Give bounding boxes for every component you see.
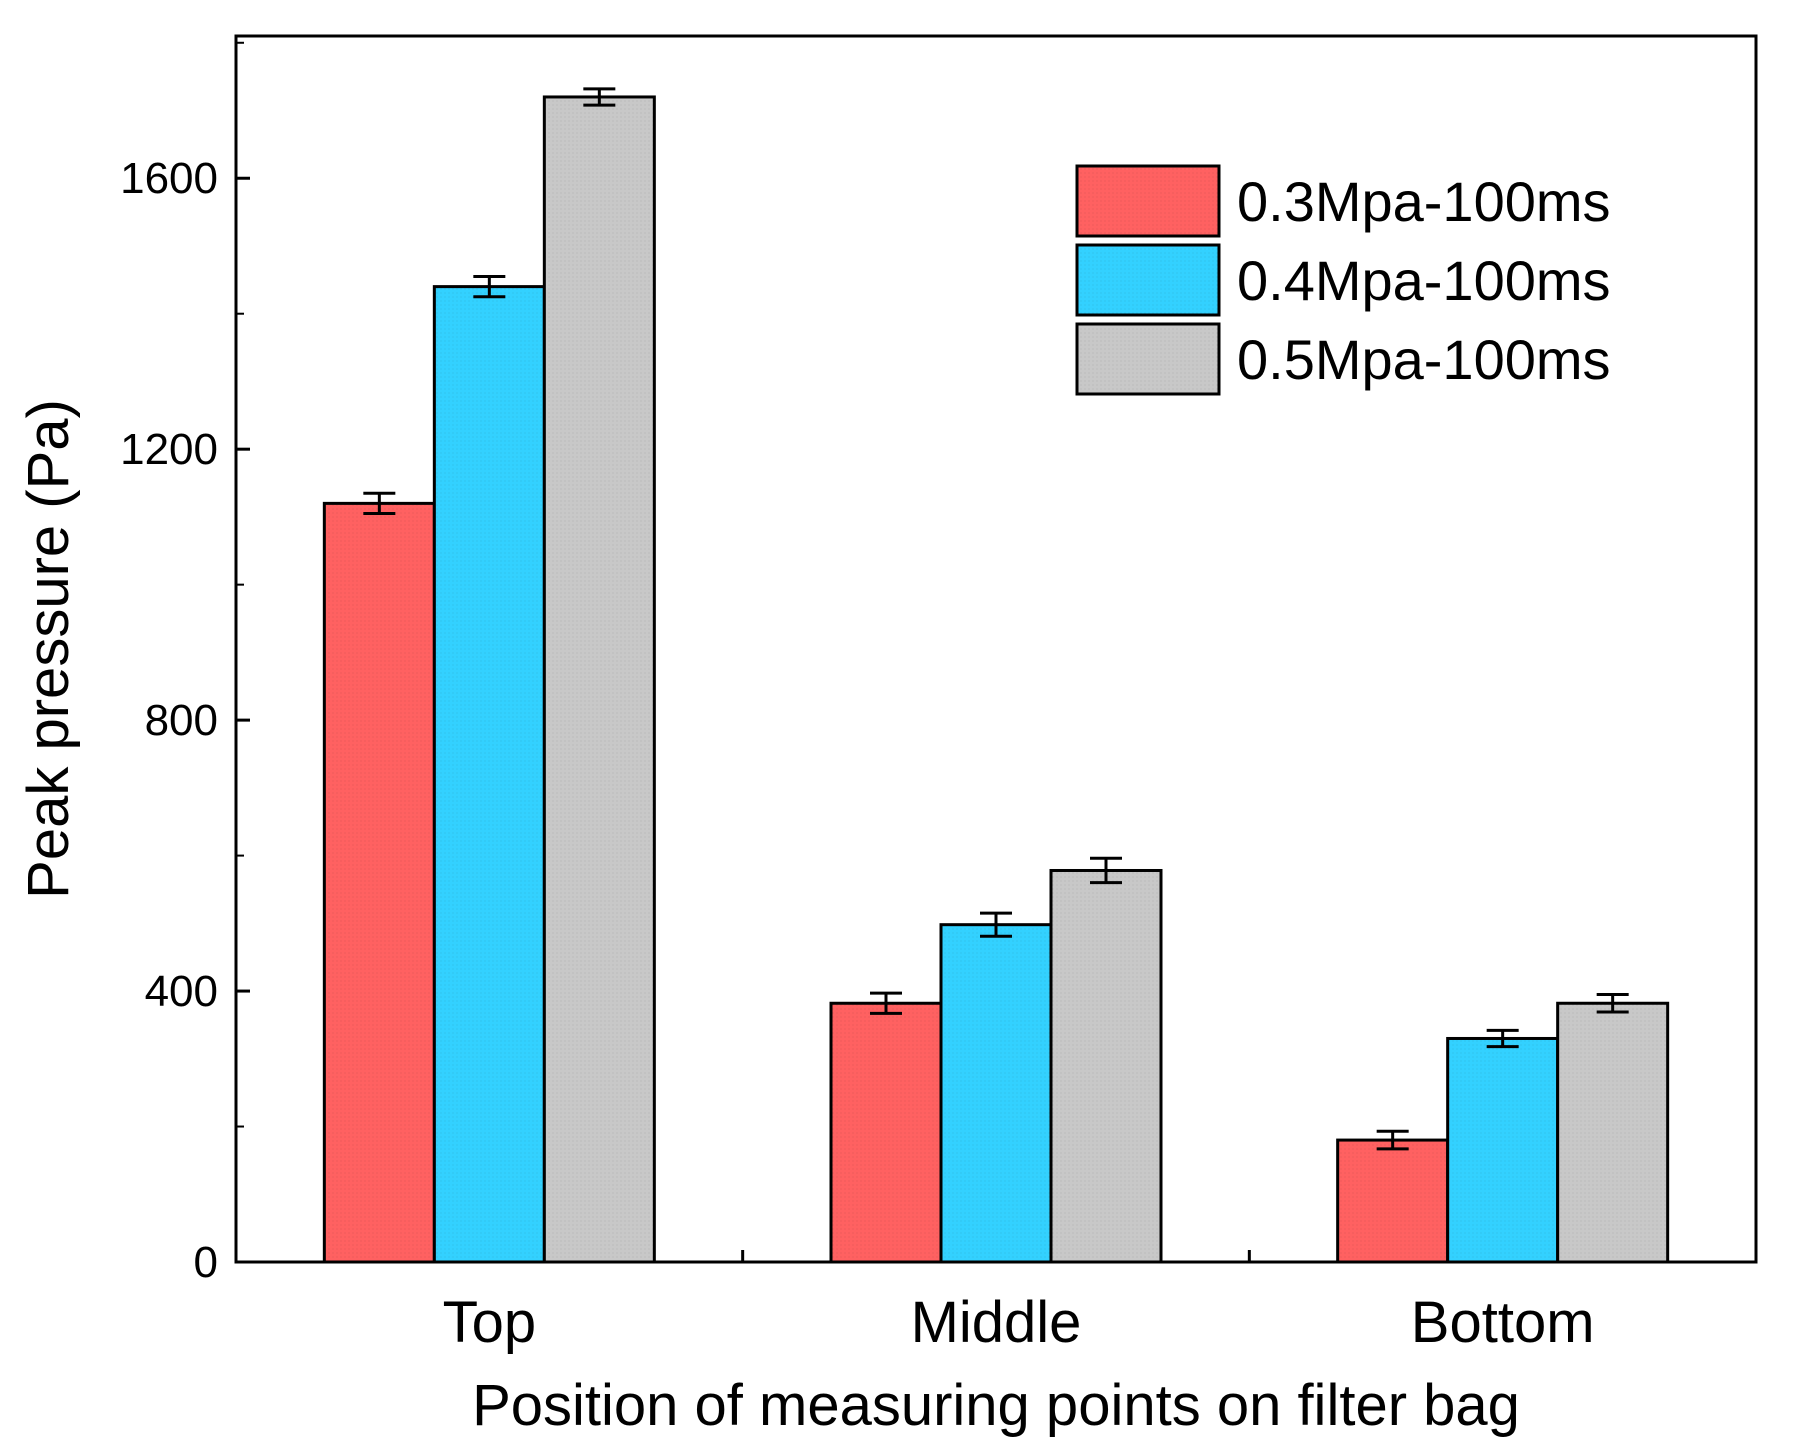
- error-bar: [1596, 992, 1629, 1014]
- error-bar: [1090, 856, 1122, 885]
- legend: 0.3Mpa-100ms 0.4Mpa-100ms 0.5Mpa-100ms: [1075, 164, 1611, 396]
- bars: [322, 95, 1670, 1264]
- bar-texture: [544, 96, 655, 1263]
- bar-texture: [1337, 1140, 1448, 1262]
- x-axis: Top Middle Bottom: [443, 1240, 1595, 1355]
- legend-label-0-3mpa: 0.3Mpa-100ms: [1237, 170, 1611, 233]
- x-axis-title: Position of measuring points on filter b…: [472, 1373, 1520, 1438]
- error-bar: [363, 491, 396, 516]
- error-bar: [980, 911, 1012, 938]
- bar-texture: [1447, 1038, 1558, 1262]
- y-tick-label: 1600: [120, 154, 218, 203]
- error-bar: [1376, 1129, 1409, 1151]
- y-tick-label: 800: [145, 696, 218, 745]
- y-tick-label: 1200: [120, 425, 218, 474]
- x-category-label: Top: [443, 1290, 537, 1355]
- bar-texture: [831, 1003, 941, 1262]
- bar-texture: [324, 503, 435, 1262]
- error-bar: [870, 991, 902, 1015]
- bar-texture: [941, 924, 1051, 1262]
- bar-texture: [1051, 870, 1161, 1262]
- x-category-label: Middle: [911, 1290, 1082, 1355]
- error-bars: [363, 87, 1629, 1151]
- y-tick-label: 400: [145, 967, 218, 1016]
- legend-label-0-5mpa: 0.5Mpa-100ms: [1237, 328, 1611, 391]
- error-bar: [1486, 1028, 1519, 1049]
- bar-texture: [1557, 1003, 1668, 1262]
- bar-texture: [434, 286, 545, 1262]
- error-bar: [473, 274, 506, 299]
- y-axis-title: Peak pressure (Pa): [16, 399, 81, 899]
- error-bar: [583, 87, 616, 107]
- legend-label-0-4mpa: 0.4Mpa-100ms: [1237, 249, 1611, 312]
- x-category-label: Bottom: [1411, 1290, 1595, 1355]
- y-tick-label: 0: [194, 1238, 218, 1287]
- y-axis: 0 400 800 1200 1600: [120, 41, 250, 1287]
